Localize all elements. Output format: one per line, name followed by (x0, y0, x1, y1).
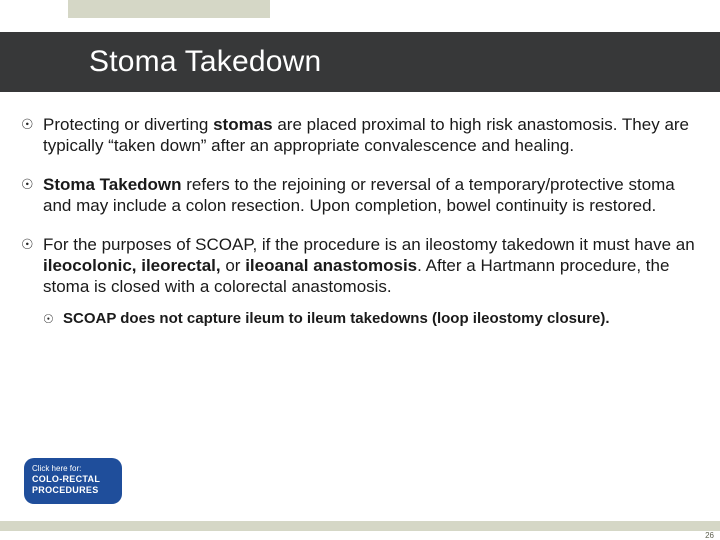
bullet-icon: ☉ (21, 234, 43, 254)
title-bar: Stoma Takedown (0, 32, 720, 92)
bullet-1-bold: stomas (213, 115, 273, 134)
nav-button-line1: Click here for: (32, 464, 114, 474)
content-area: ☉ Protecting or diverting stomas are pla… (21, 114, 696, 329)
slide-title: Stoma Takedown (89, 45, 321, 79)
bullet-3-bold: ileocolonic, ileorectal, (43, 256, 221, 275)
bullet-3-mid: or (221, 256, 246, 275)
bullet-icon: ☉ (21, 114, 43, 134)
page-number: 26 (705, 531, 714, 540)
nav-button-line2a: COLO-RECTAL (32, 474, 114, 485)
bullet-3-text: For the purposes of SCOAP, if the proced… (43, 234, 696, 297)
bullet-icon: ☉ (43, 309, 63, 329)
sub-bullet-1: ☉ SCOAP does not capture ileum to ileum … (43, 309, 696, 329)
bullet-1-pre: Protecting or diverting (43, 115, 213, 134)
nav-button-line2b: PROCEDURES (32, 485, 114, 496)
bullet-2-text: Stoma Takedown refers to the rejoining o… (43, 174, 696, 216)
bullet-2: ☉ Stoma Takedown refers to the rejoining… (21, 174, 696, 216)
bullet-icon: ☉ (21, 174, 43, 194)
bottom-accent-bar (0, 521, 720, 531)
bullet-1: ☉ Protecting or diverting stomas are pla… (21, 114, 696, 156)
top-accent-bar (68, 0, 270, 18)
colo-rectal-procedures-button[interactable]: Click here for: COLO-RECTAL PROCEDURES (24, 458, 122, 504)
bullet-1-text: Protecting or diverting stomas are place… (43, 114, 696, 156)
bullet-2-bold: Stoma Takedown (43, 175, 182, 194)
sub-bullet-list: ☉ SCOAP does not capture ileum to ileum … (43, 309, 696, 329)
bullet-3: ☉ For the purposes of SCOAP, if the proc… (21, 234, 696, 297)
sub-bullet-1-text: SCOAP does not capture ileum to ileum ta… (63, 309, 696, 329)
bullet-3-pre: For the purposes of SCOAP, if the proced… (43, 235, 695, 254)
bullet-3-bold2: ileoanal anastomosis (245, 256, 417, 275)
